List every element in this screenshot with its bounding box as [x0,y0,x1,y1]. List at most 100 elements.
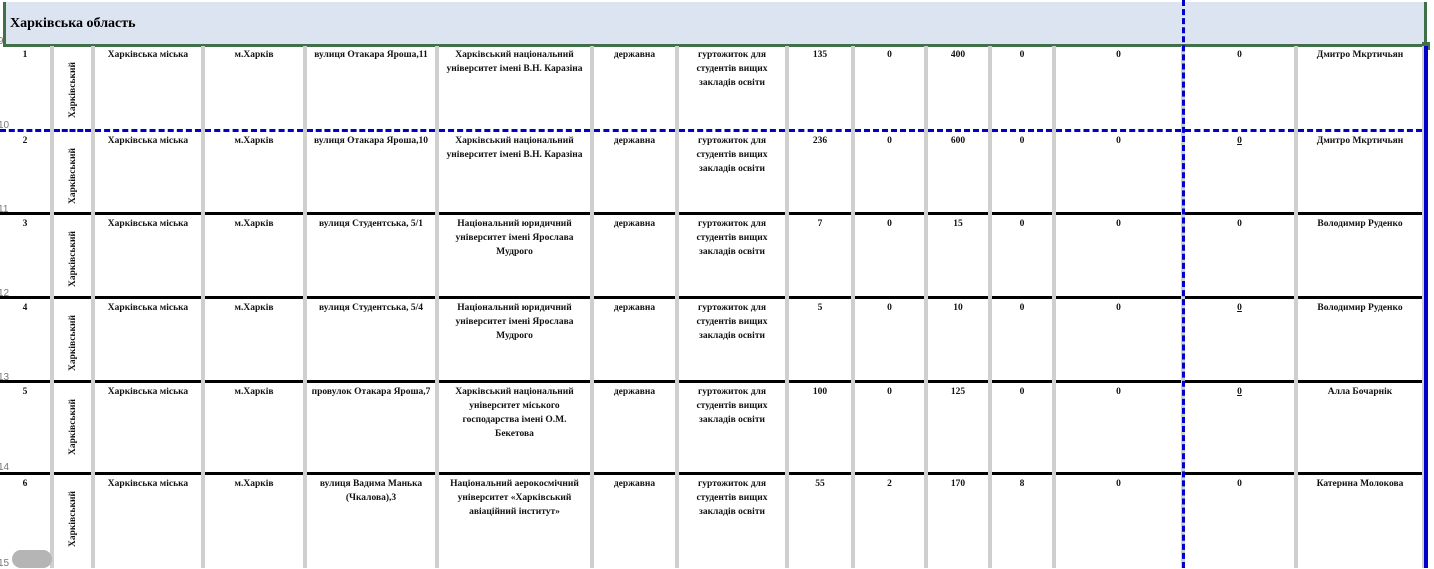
cell-v5[interactable]: 0 [1052,213,1183,297]
cell-type[interactable]: гуртожиток для студентів вищих закладів … [675,46,787,130]
cell-community[interactable]: Харківська міська [91,130,203,213]
cell-contact[interactable]: Володимир Руденко [1294,213,1424,297]
cell-n[interactable]: 1 [0,46,52,130]
cell-v5[interactable]: 0 [1052,46,1183,130]
cell-v3[interactable]: 600 [924,130,990,213]
cell-contact[interactable]: Дмитро Мкртичьян [1294,46,1424,130]
cell-district[interactable]: Харківський [50,46,93,130]
cell-type[interactable]: гуртожиток для студентів вищих закладів … [675,130,787,213]
cell-v4[interactable]: 0 [988,130,1054,213]
row-header[interactable]: 11 [0,204,9,215]
cell-v1[interactable]: 5 [785,297,853,381]
cell-ownership[interactable]: державна [590,473,677,568]
cell-district[interactable]: Харківський [50,130,93,213]
cell-v2[interactable]: 0 [851,46,926,130]
cell-community[interactable]: Харківська міська [91,473,203,568]
cell-v6[interactable]: 0 [1181,381,1296,473]
cell-v1[interactable]: 135 [785,46,853,130]
cell-community[interactable]: Харківська міська [91,381,203,473]
cell-v6[interactable]: 0 [1181,130,1296,213]
cell-contact[interactable]: Дмитро Мкртичьян [1294,130,1424,213]
cell-n[interactable]: 5 [0,381,52,473]
cell-ownership[interactable]: державна [590,297,677,381]
cell-contact[interactable]: Алла Бочарнік [1294,381,1424,473]
cell-v3[interactable]: 125 [924,381,990,473]
horizontal-scrollbar[interactable] [12,550,52,568]
cell-district[interactable]: Харківський [50,473,93,568]
row-header[interactable]: 10 [0,120,10,131]
cell-type[interactable]: гуртожиток для студентів вищих закладів … [675,213,787,297]
cell-institution[interactable]: Харківський національний університет іме… [435,46,592,130]
row-header[interactable]: 15 [0,558,10,569]
cell-v5[interactable]: 0 [1052,473,1183,568]
cell-v4[interactable]: 8 [988,473,1054,568]
cell-v5[interactable]: 0 [1052,381,1183,473]
cell-city[interactable]: м.Харків [201,130,305,213]
cell-ownership[interactable]: державна [590,213,677,297]
cell-address[interactable]: вулиця Студентська, 5/1 [303,213,437,297]
cell-v1[interactable]: 7 [785,213,853,297]
cell-ownership[interactable]: державна [590,130,677,213]
cell-type[interactable]: гуртожиток для студентів вищих закладів … [675,297,787,381]
cell-v5[interactable]: 0 [1052,297,1183,381]
cell-n[interactable]: 3 [0,213,52,297]
cell-v6[interactable]: 0 [1181,297,1296,381]
cell-ownership[interactable]: державна [590,381,677,473]
cell-city[interactable]: м.Харків [201,473,305,568]
cell-n[interactable]: 4 [0,297,52,381]
section-header[interactable]: Харківська область [3,2,1427,47]
cell-community[interactable]: Харківська міська [91,213,203,297]
row-header[interactable]: 12 [0,288,10,299]
cell-institution[interactable]: Національний юридичний університет імені… [435,297,592,381]
cell-v5[interactable]: 0 [1052,130,1183,213]
cell-v2[interactable]: 0 [851,130,926,213]
cell-v3[interactable]: 15 [924,213,990,297]
cell-district[interactable]: Харківський [50,213,93,297]
cell-institution[interactable]: Національний юридичний університет імені… [435,213,592,297]
v5-text: 0 [1116,302,1121,313]
cell-address[interactable]: вулиця Студентська, 5/4 [303,297,437,381]
cell-v3[interactable]: 170 [924,473,990,568]
row-header[interactable]: 9 [0,36,4,47]
cell-v1[interactable]: 55 [785,473,853,568]
cell-v1[interactable]: 236 [785,130,853,213]
cell-contact[interactable]: Володимир Руденко [1294,297,1424,381]
cell-type[interactable]: гуртожиток для студентів вищих закладів … [675,381,787,473]
cell-v1[interactable]: 100 [785,381,853,473]
cell-community[interactable]: Харківська міська [91,46,203,130]
cell-district[interactable]: Харківський [50,381,93,473]
cell-address[interactable]: провулок Отакара Яроша,7 [303,381,437,473]
cell-institution[interactable]: Національний аерокосмічний університет «… [435,473,592,568]
cell-city[interactable]: м.Харків [201,46,305,130]
cell-v2[interactable]: 0 [851,381,926,473]
cell-v4[interactable]: 0 [988,46,1054,130]
cell-address[interactable]: вулиця Вадима Манька (Чкалова),3 [303,473,437,568]
cell-type[interactable]: гуртожиток для студентів вищих закладів … [675,473,787,568]
cell-v6[interactable]: 0 [1181,473,1296,568]
cell-ownership[interactable]: державна [590,46,677,130]
cell-n[interactable]: 2 [0,130,52,213]
cell-v6[interactable]: 0 [1181,213,1296,297]
cell-city[interactable]: м.Харків [201,381,305,473]
cell-v4[interactable]: 0 [988,381,1054,473]
cell-city[interactable]: м.Харків [201,297,305,381]
row-header[interactable]: 14 [0,462,10,473]
cell-n[interactable]: 6 [0,473,52,568]
cell-v3[interactable]: 400 [924,46,990,130]
cell-institution[interactable]: Харківський національний університет міс… [435,381,592,473]
cell-v2[interactable]: 0 [851,213,926,297]
cell-v6[interactable]: 0 [1181,46,1296,130]
cell-district[interactable]: Харківський [50,297,93,381]
cell-address[interactable]: вулиця Отакара Яроша,10 [303,130,437,213]
cell-v3[interactable]: 10 [924,297,990,381]
cell-institution[interactable]: Харківський національний університет іме… [435,130,592,213]
cell-address[interactable]: вулиця Отакара Яроша,11 [303,46,437,130]
cell-v4[interactable]: 0 [988,213,1054,297]
cell-city[interactable]: м.Харків [201,213,305,297]
cell-v4[interactable]: 0 [988,297,1054,381]
cell-v2[interactable]: 0 [851,297,926,381]
cell-contact[interactable]: Катерина Молокова [1294,473,1424,568]
row-header[interactable]: 13 [0,372,10,383]
cell-community[interactable]: Харківська міська [91,297,203,381]
cell-v2[interactable]: 2 [851,473,926,568]
